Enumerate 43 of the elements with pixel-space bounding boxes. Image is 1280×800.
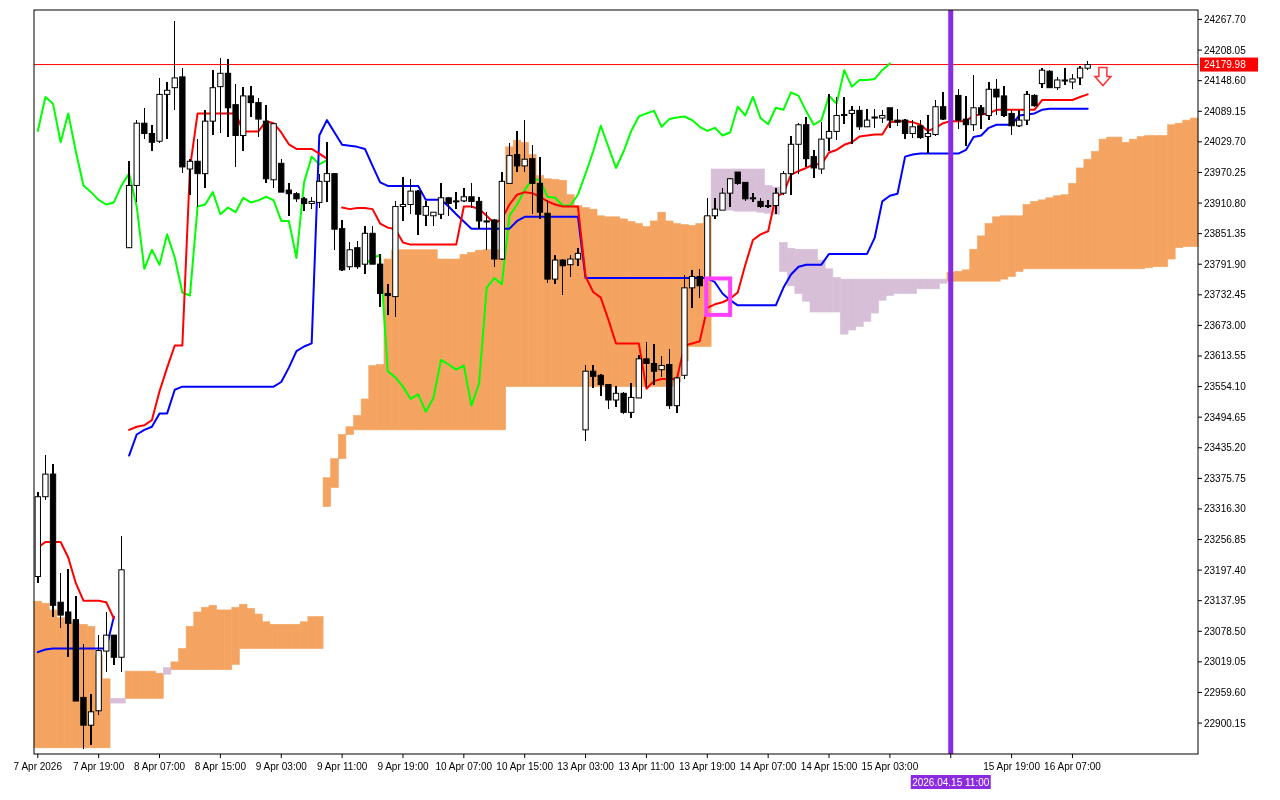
y-tick-label: 23137.95 [1204, 595, 1247, 607]
y-tick-label: 23256.85 [1204, 534, 1247, 546]
x-tick-label: 10 Apr 07:00 [435, 760, 493, 772]
x-tick-label: 8 Apr 15:00 [194, 760, 247, 772]
y-tick-label: 23673.00 [1204, 319, 1247, 331]
y-tick-label: 23732.45 [1204, 289, 1247, 301]
y-tick-label: 23494.65 [1204, 411, 1247, 423]
y-tick-label: 24148.60 [1204, 75, 1247, 87]
y-tick-label: 23910.80 [1204, 197, 1247, 209]
x-tick-label: 9 Apr 03:00 [255, 760, 308, 772]
y-tick-label: 23970.25 [1204, 166, 1247, 178]
x-tick-label: 7 Apr 2026 [13, 760, 63, 772]
y-tick-label: 23435.20 [1204, 442, 1247, 454]
y-tick-label: 23197.40 [1204, 564, 1247, 576]
y-tick-label: 23019.05 [1204, 656, 1247, 668]
y-tick-label: 23375.75 [1204, 472, 1247, 484]
y-tick-label: 23316.30 [1204, 503, 1247, 515]
y-tick-label: 22959.60 [1204, 686, 1247, 698]
x-tick-label: 14 Apr 15:00 [800, 760, 858, 772]
y-tick-label: 22900.15 [1204, 717, 1247, 729]
y-tick-label: 24029.70 [1204, 136, 1247, 148]
x-tick-label: 16 Apr 07:00 [1044, 760, 1102, 772]
x-tick-label: 13 Apr 03:00 [557, 760, 615, 772]
x-tick-label: 15 Apr 03:00 [861, 760, 919, 772]
y-tick-label: 24267.70 [1204, 13, 1247, 25]
x-tick-label: 9 Apr 19:00 [377, 760, 429, 772]
y-tick-label: 23078.50 [1204, 625, 1247, 637]
x-tick-label: 13 Apr 19:00 [678, 760, 737, 772]
x-tick-label: 8 Apr 07:00 [133, 760, 186, 772]
y-tick-label: 24208.05 [1204, 44, 1247, 56]
y-tick-label: 23791.90 [1204, 258, 1247, 270]
x-tick-label: 13 Apr 11:00 [618, 760, 675, 772]
x-tick-label: 14 Apr 07:00 [739, 760, 797, 772]
x-tick-label: 2026.04.15 11:00 [912, 776, 990, 788]
y-tick-label: 23613.55 [1204, 350, 1247, 362]
x-tick-label: 10 Apr 15:00 [496, 760, 554, 772]
x-tick-label: 15 Apr 19:00 [983, 760, 1041, 772]
x-tick-label: 7 Apr 19:00 [73, 760, 125, 772]
ref-line-label: 24179.98 [1204, 59, 1247, 71]
y-tick-label: 23851.35 [1204, 228, 1247, 240]
x-tick-label: 9 Apr 11:00 [316, 760, 368, 772]
y-tick-label: 23554.10 [1204, 381, 1247, 393]
y-tick-label: 24089.15 [1204, 105, 1247, 117]
